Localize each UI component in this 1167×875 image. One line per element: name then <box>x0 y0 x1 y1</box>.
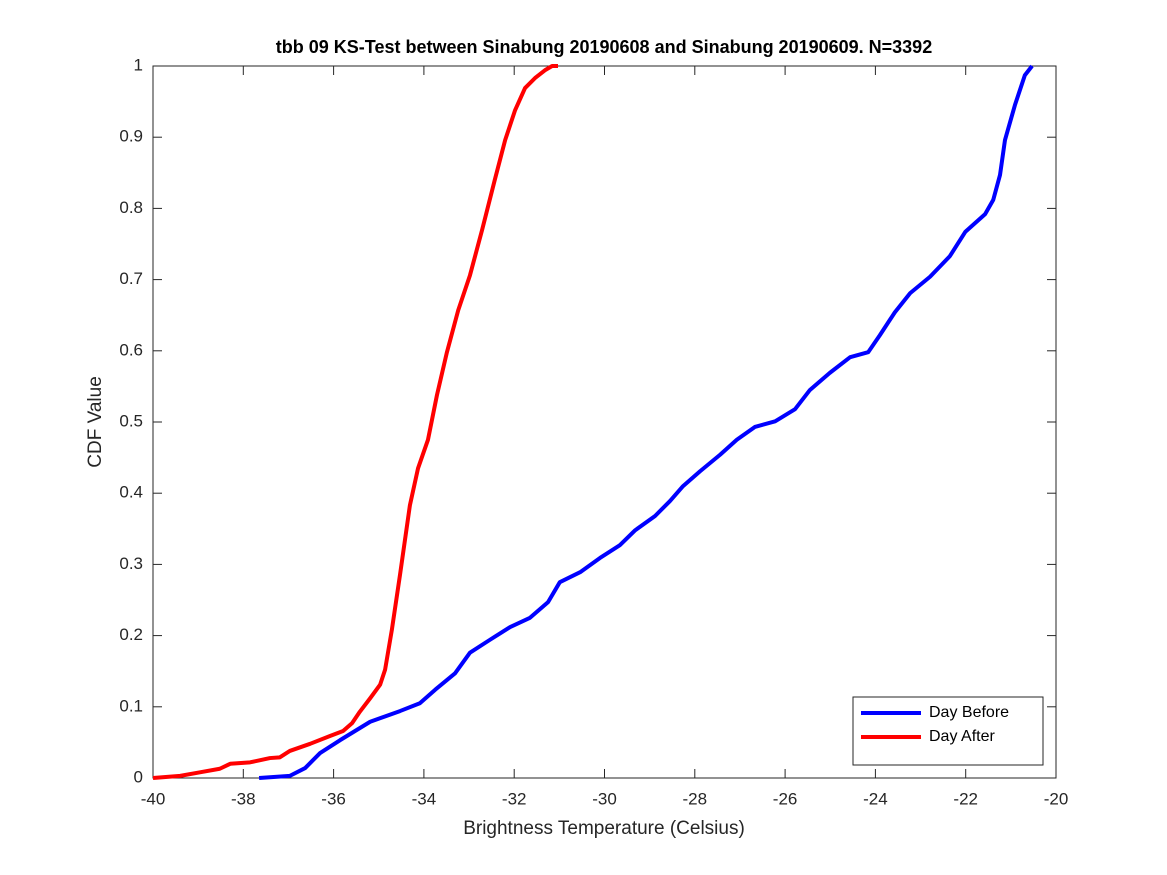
y-tick-label: 0.3 <box>119 554 143 573</box>
y-axis-label: CDF Value <box>85 376 106 468</box>
x-tick-label: -28 <box>683 789 708 808</box>
x-tick-label: -38 <box>231 789 256 808</box>
data-line <box>152 64 558 780</box>
legend-box <box>852 696 1044 766</box>
chart-title: tbb 09 KS-Test between Sinabung 20190608… <box>276 37 932 57</box>
data-line <box>258 64 1034 780</box>
x-tick-label: -30 <box>592 789 617 808</box>
y-tick-label: 0 <box>134 767 143 786</box>
x-tick-label: -32 <box>502 789 527 808</box>
x-tick-label: -40 <box>141 789 166 808</box>
y-tick-label: 0.7 <box>119 269 143 288</box>
y-tick-label: 0.9 <box>119 127 143 146</box>
y-tick-label: 0.8 <box>119 198 143 217</box>
y-tick-label: 0.1 <box>119 696 143 715</box>
x-tick-label: -20 <box>1044 789 1069 808</box>
x-tick-label: -22 <box>953 789 978 808</box>
legend-label: Day After <box>929 728 995 745</box>
y-tick-label: 0.6 <box>119 340 143 359</box>
x-tick-label: -36 <box>321 789 346 808</box>
legend-label: Day Before <box>929 704 1009 721</box>
x-tick-label: -24 <box>863 789 888 808</box>
x-axis-label: Brightness Temperature (Celsius) <box>463 818 745 839</box>
y-tick-label: 1 <box>134 55 143 74</box>
y-tick-label: 0.5 <box>119 411 143 430</box>
x-tick-label: -34 <box>412 789 437 808</box>
y-tick-label: 0.2 <box>119 625 143 644</box>
x-tick-label: -26 <box>773 789 798 808</box>
y-tick-label: 0.4 <box>119 483 143 502</box>
plot-area <box>152 65 1057 779</box>
